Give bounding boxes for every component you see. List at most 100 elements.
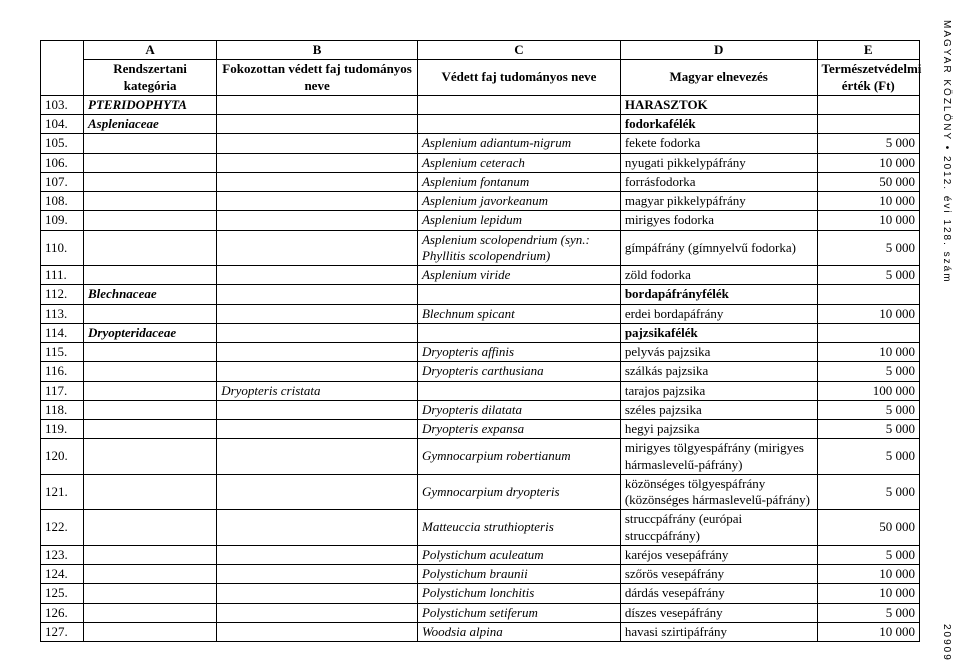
cell: havasi szirtipáfrány: [620, 622, 817, 641]
cell: 109.: [41, 211, 84, 230]
table-row: 116.Dryopteris carthusianaszálkás pajzsi…: [41, 362, 920, 381]
table-letters-row: A B C D E: [41, 41, 920, 60]
cell: [84, 400, 217, 419]
cell: Gymnocarpium dryopteris: [417, 474, 620, 510]
cell: [84, 420, 217, 439]
cell: 115.: [41, 343, 84, 362]
cell: Dryopteris cristata: [217, 381, 418, 400]
cell: [217, 285, 418, 304]
table-row: 108.Asplenium javorkeanummagyar pikkelyp…: [41, 192, 920, 211]
cell: 5 000: [817, 439, 919, 475]
cell: Blechnum spicant: [417, 304, 620, 323]
cell: [217, 343, 418, 362]
cell: Dryopteridaceae: [84, 323, 217, 342]
table-row: 127.Woodsia alpinahavasi szirtipáfrány10…: [41, 622, 920, 641]
cell: díszes vesepáfrány: [620, 603, 817, 622]
table-row: 103.PTERIDOPHYTAHARASZTOK: [41, 95, 920, 114]
cell: 118.: [41, 400, 84, 419]
col-letter: C: [417, 41, 620, 60]
cell: 50 000: [817, 172, 919, 191]
cell: [217, 474, 418, 510]
table-row: 107.Asplenium fontanumforrásfodorka50 00…: [41, 172, 920, 191]
cell: [84, 134, 217, 153]
table-row: 123. Polystichum aculeatumkaréjos vesepáf…: [41, 545, 920, 564]
header-colC: Védett faj tudományos neve: [417, 60, 620, 96]
table-row: 109.Asplenium lepidummirigyes fodorka10 …: [41, 211, 920, 230]
table-row: 118.Dryopteris dilatataszéles pajzsika5 …: [41, 400, 920, 419]
cell: [217, 323, 418, 342]
cell: [217, 230, 418, 266]
cell: [84, 584, 217, 603]
cell: [217, 400, 418, 419]
blank-header: [41, 41, 84, 96]
table-header-row: Rendszertani kategória Fokozottan védett…: [41, 60, 920, 96]
cell: 5 000: [817, 474, 919, 510]
cell: [817, 115, 919, 134]
cell: 103.: [41, 95, 84, 114]
cell: 5 000: [817, 230, 919, 266]
cell: hegyi pajzsika: [620, 420, 817, 439]
cell: dárdás vesepáfrány: [620, 584, 817, 603]
cell: [217, 584, 418, 603]
cell: 106.: [41, 153, 84, 172]
cell: 120.: [41, 439, 84, 475]
cell: [84, 474, 217, 510]
cell: 112.: [41, 285, 84, 304]
cell: [217, 95, 418, 114]
table-row: 117.Dryopteris cristatatarajos pajzsika1…: [41, 381, 920, 400]
table-row: 105.Asplenium adiantum-nigrumfekete fodo…: [41, 134, 920, 153]
cell: [817, 95, 919, 114]
cell: [84, 304, 217, 323]
cell: Dryopteris dilatata: [417, 400, 620, 419]
cell: [217, 565, 418, 584]
cell: mirigyes tölgyespáfrány (mirigyes hármas…: [620, 439, 817, 475]
cell: [417, 323, 620, 342]
cell: [217, 510, 418, 546]
cell: 105.: [41, 134, 84, 153]
table-row: 122.Matteuccia struthiopterisstruccpáfrá…: [41, 510, 920, 546]
cell: [217, 439, 418, 475]
cell: [217, 266, 418, 285]
cell: 117.: [41, 381, 84, 400]
header-colB: Fokozottan védett faj tudományos neve: [217, 60, 418, 96]
cell: magyar pikkelypáfrány: [620, 192, 817, 211]
cell: [217, 304, 418, 323]
cell: [417, 115, 620, 134]
cell: Asplenium ceterach: [417, 153, 620, 172]
table-row: 125. Polystichum lonchitisdárdás vesepáfr…: [41, 584, 920, 603]
cell: Dryopteris carthusiana: [417, 362, 620, 381]
cell: 5 000: [817, 545, 919, 564]
cell: nyugati pikkelypáfrány: [620, 153, 817, 172]
cell: Polystichum lonchitis: [417, 584, 620, 603]
cell: [217, 192, 418, 211]
cell: [84, 545, 217, 564]
cell: 125.: [41, 584, 84, 603]
header-colA: Rendszertani kategória: [84, 60, 217, 96]
cell: 123.: [41, 545, 84, 564]
cell: [84, 266, 217, 285]
cell: [84, 622, 217, 641]
cell: karéjos vesepáfrány: [620, 545, 817, 564]
table-row: 115.Dryopteris affinispelyvás pajzsika10…: [41, 343, 920, 362]
cell: 10 000: [817, 211, 919, 230]
cell: 121.: [41, 474, 84, 510]
cell: Polystichum aculeatum: [417, 545, 620, 564]
cell: [217, 622, 418, 641]
cell: 10 000: [817, 153, 919, 172]
table-row: 121.Gymnocarpium dryopterisközönséges tö…: [41, 474, 920, 510]
cell: Blechnaceae: [84, 285, 217, 304]
cell: [417, 95, 620, 114]
page-number: 20909: [941, 624, 952, 662]
cell: 110.: [41, 230, 84, 266]
cell: Asplenium viride: [417, 266, 620, 285]
table-row: 120.Gymnocarpium robertianummirigyes töl…: [41, 439, 920, 475]
cell: [217, 420, 418, 439]
table-row: 111.Asplenium viridezöld fodorka5 000: [41, 266, 920, 285]
cell: szőrös vesepáfrány: [620, 565, 817, 584]
table-row: 104.Aspleniaceaefodorkafélék: [41, 115, 920, 134]
cell: 111.: [41, 266, 84, 285]
cell: 10 000: [817, 622, 919, 641]
table-row: 110.Asplenium scolopendrium (syn.:Phylli…: [41, 230, 920, 266]
table-row: 126.Polystichum setiferumdíszes vesepáfr…: [41, 603, 920, 622]
cell: 5 000: [817, 603, 919, 622]
